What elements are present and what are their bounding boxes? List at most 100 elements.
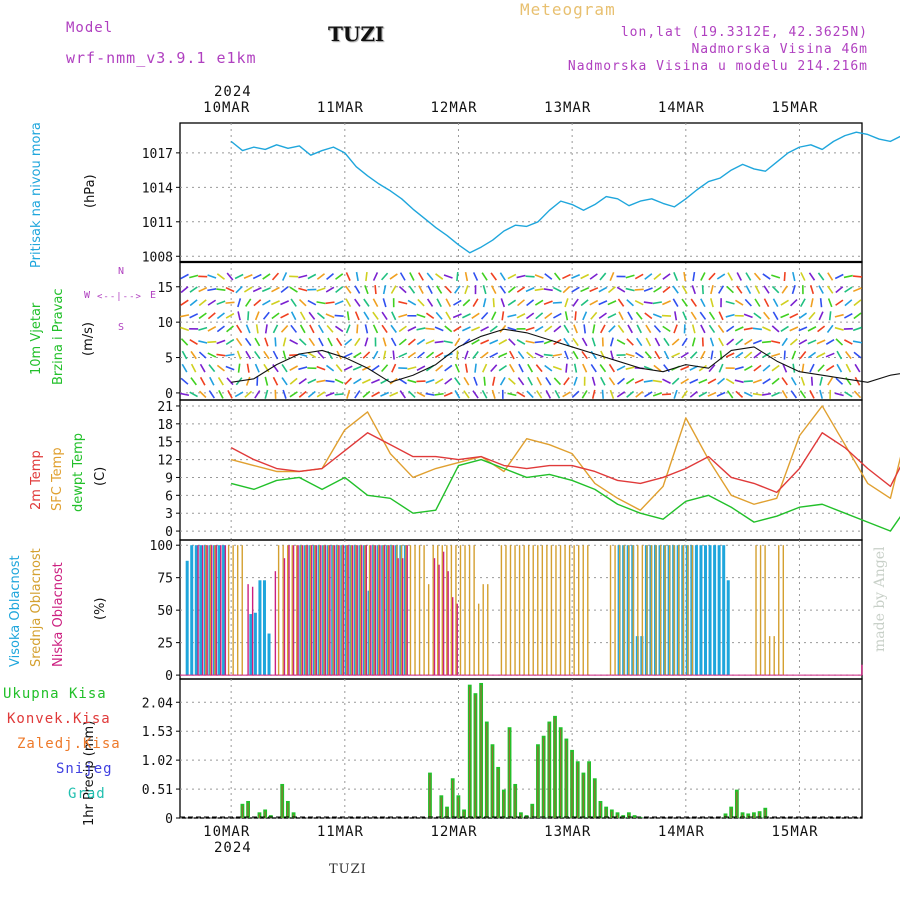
wind-arrow [307, 390, 316, 398]
wind-arrow [471, 326, 480, 332]
precip-conv-bar [599, 802, 601, 818]
wind-arrow [634, 288, 644, 291]
wind-arrow [573, 376, 578, 386]
wind-arrow [819, 298, 823, 308]
wind-arrow [817, 272, 825, 281]
wind-arrow [818, 285, 824, 294]
model-name: wrf-nmm_v3.9.1 e1km [66, 49, 257, 67]
wind-arrow [673, 389, 678, 399]
wind-arrow [227, 389, 233, 399]
bottom-date-tick-label: 13MAR [544, 824, 592, 840]
wind-arrow [216, 300, 226, 306]
wind-arrow [627, 324, 633, 334]
wind-arrow [564, 350, 569, 360]
wind-arrow [264, 324, 268, 334]
precip-conv-bar [605, 808, 607, 818]
wind-arrow [835, 377, 844, 385]
wind-arrow [343, 352, 353, 358]
cloud-bar-1 [396, 545, 398, 676]
wind-arrow [682, 311, 688, 321]
wind-arrow [827, 298, 833, 308]
wind-arrow [573, 324, 578, 334]
wind-arrow [736, 285, 743, 294]
wind-arrow [462, 326, 471, 332]
wind-arrow [472, 350, 479, 360]
wind-arrow [517, 299, 525, 307]
wind-arrow [609, 337, 614, 347]
cloud-bar-2 [383, 545, 386, 676]
top-date-tick-label: 13MAR [544, 100, 592, 116]
cloud-bar-1 [759, 545, 762, 676]
cloud-bar-2 [861, 664, 863, 676]
cloud-bar-2 [288, 545, 290, 676]
wind-arrow [835, 286, 844, 294]
wind-arrow [591, 376, 596, 386]
wind-arrow [507, 273, 517, 280]
precip-conv-bar [588, 763, 590, 818]
cloud-bar-1 [459, 545, 462, 676]
cloud-bar-2 [361, 545, 363, 676]
wind-arrow [507, 299, 517, 306]
cloud-bar-0 [217, 545, 221, 676]
wind-arrow [534, 288, 544, 292]
cloud-bar-1 [455, 545, 457, 676]
wind-arrow [281, 363, 288, 373]
wind-arrow [456, 271, 459, 282]
clouds-ytick-label: 100 [150, 539, 173, 554]
wind-arrow [681, 337, 688, 347]
wind-arrow [681, 298, 688, 307]
wind-arrow [254, 337, 261, 347]
wind-arrow [736, 272, 742, 281]
wind-arrow [564, 311, 569, 321]
wind-arrow [500, 298, 506, 308]
cloud-bar-2 [347, 545, 349, 676]
wind-arrow [600, 324, 606, 334]
wind-arrow [454, 363, 460, 373]
wind-arrow [307, 273, 317, 280]
wind-arrow [434, 352, 444, 359]
wind-arrow [708, 324, 716, 334]
cloud-bar-1 [537, 545, 539, 676]
wind-arrow [298, 377, 307, 385]
wind-arrow [407, 326, 417, 332]
wind-arrow [235, 285, 243, 294]
wind-arrow [181, 350, 188, 360]
wind-arrow [381, 324, 388, 334]
wind-arrow [572, 350, 579, 360]
wind-arrow [616, 391, 626, 398]
wind-arrow [407, 366, 417, 371]
wind-arrow [382, 298, 387, 308]
cloud-bar-1 [523, 545, 525, 676]
cloud-bar-1 [227, 545, 230, 676]
wind-arrow [701, 285, 704, 295]
cloud-bar-2 [211, 545, 213, 676]
clouds-ytick-label: 0 [165, 669, 173, 684]
wind-arrow [190, 377, 197, 386]
wind-arrow [345, 272, 351, 281]
wind-arrow [535, 312, 544, 320]
wind-arrow [426, 298, 434, 307]
cloud-bar-1 [464, 545, 466, 676]
cloud-bar-1 [418, 545, 421, 676]
wind-arrow [644, 351, 652, 359]
wind-direction-glyph: N [118, 266, 126, 277]
wind-arrow [718, 337, 724, 347]
wind-arrow [661, 393, 672, 396]
wind-arrow [527, 363, 534, 373]
cloud-bar-2 [197, 545, 199, 676]
wind-arrow [444, 325, 453, 333]
cloud-bar-2 [206, 545, 208, 676]
wind-arrow [680, 365, 690, 371]
cloud-bar-2 [365, 545, 368, 676]
wind-arrow [753, 312, 762, 320]
wind-arrow [434, 392, 444, 396]
wind-arrow [644, 312, 653, 320]
wind-arrow [462, 313, 471, 319]
cloud-bar-1 [773, 636, 775, 676]
wind-arrow [543, 353, 553, 357]
wind-arrow [854, 363, 861, 373]
wind-arrow [572, 298, 579, 307]
wind-arrow [790, 298, 798, 307]
precip-conv-bar [531, 805, 533, 818]
model-label: Model [66, 20, 114, 36]
